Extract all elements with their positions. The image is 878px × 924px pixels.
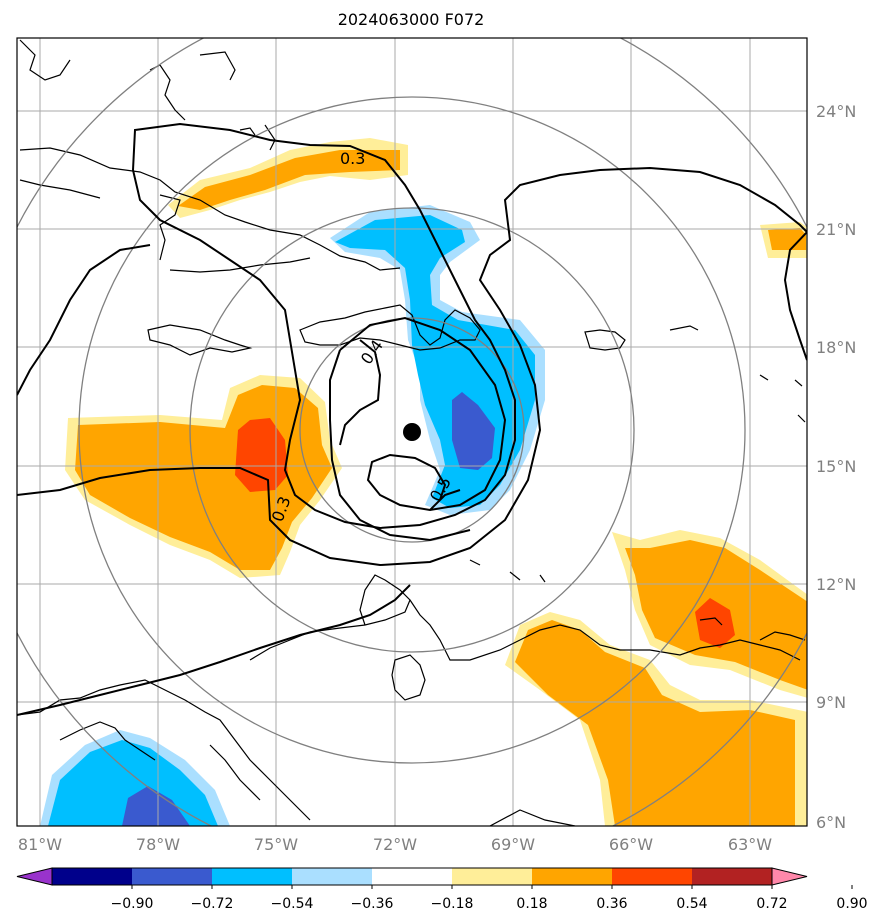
lon-label: 69°W — [491, 835, 535, 854]
colorbar-tick-label: 0.36 — [596, 896, 627, 912]
colorbar-tick-label: 0.72 — [756, 896, 787, 912]
latitude-labels: 24°N 21°N 18°N 15°N 12°N 9°N 6°N — [816, 102, 856, 832]
colorbar-segment — [612, 868, 692, 885]
colorbar-segment — [372, 868, 452, 885]
lon-label: 78°W — [136, 835, 180, 854]
colorbar-tick-label: −0.36 — [351, 896, 394, 912]
lat-label: 24°N — [816, 102, 856, 121]
lon-label: 75°W — [254, 835, 298, 854]
colorbar-tick-label: 0.90 — [836, 896, 867, 912]
longitude-labels: 81°W 78°W 75°W 72°W 69°W 66°W 63°W — [18, 835, 772, 854]
lat-label: 15°N — [816, 457, 856, 476]
colorbar-segment — [452, 868, 532, 885]
lon-label: 63°W — [728, 835, 772, 854]
colorbar-segment — [52, 868, 132, 885]
colorbar-extend-low — [17, 868, 52, 885]
lat-label: 6°N — [816, 813, 846, 832]
colorbar-segment — [532, 868, 612, 885]
shaded-field-layer — [40, 138, 808, 826]
colorbar-segment — [132, 868, 212, 885]
colorbar-tick-label: −0.72 — [191, 896, 234, 912]
lat-label: 18°N — [816, 338, 856, 357]
lat-label: 21°N — [816, 220, 856, 239]
colorbar-segment — [212, 868, 292, 885]
map-plot-area: 0.3 0.3 0.4 0.5 — [0, 0, 856, 874]
contour-label: 0.3 — [340, 149, 365, 168]
contour-west — [17, 585, 410, 715]
colorbar-segment — [292, 868, 372, 885]
colorbar-tick-label: −0.90 — [111, 896, 154, 912]
storm-center-dot — [403, 423, 421, 441]
colorbar: −0.90 −0.72 −0.54 −0.36 −0.18 0.18 0.36 0.54 0.7… — [17, 868, 868, 912]
colorbar-tick-label: 0.18 — [516, 896, 547, 912]
colorbar-tick-label: 0.54 — [676, 896, 707, 912]
lon-label: 81°W — [18, 835, 62, 854]
lat-label: 12°N — [816, 575, 856, 594]
colorbar-tick-label: −0.18 — [431, 896, 474, 912]
lon-label: 66°W — [609, 835, 653, 854]
lon-label: 72°W — [373, 835, 417, 854]
colorbar-tick-label: −0.54 — [271, 896, 314, 912]
lat-label: 9°N — [816, 693, 846, 712]
colorbar-extend-high — [772, 868, 807, 885]
colorbar-segment — [692, 868, 772, 885]
